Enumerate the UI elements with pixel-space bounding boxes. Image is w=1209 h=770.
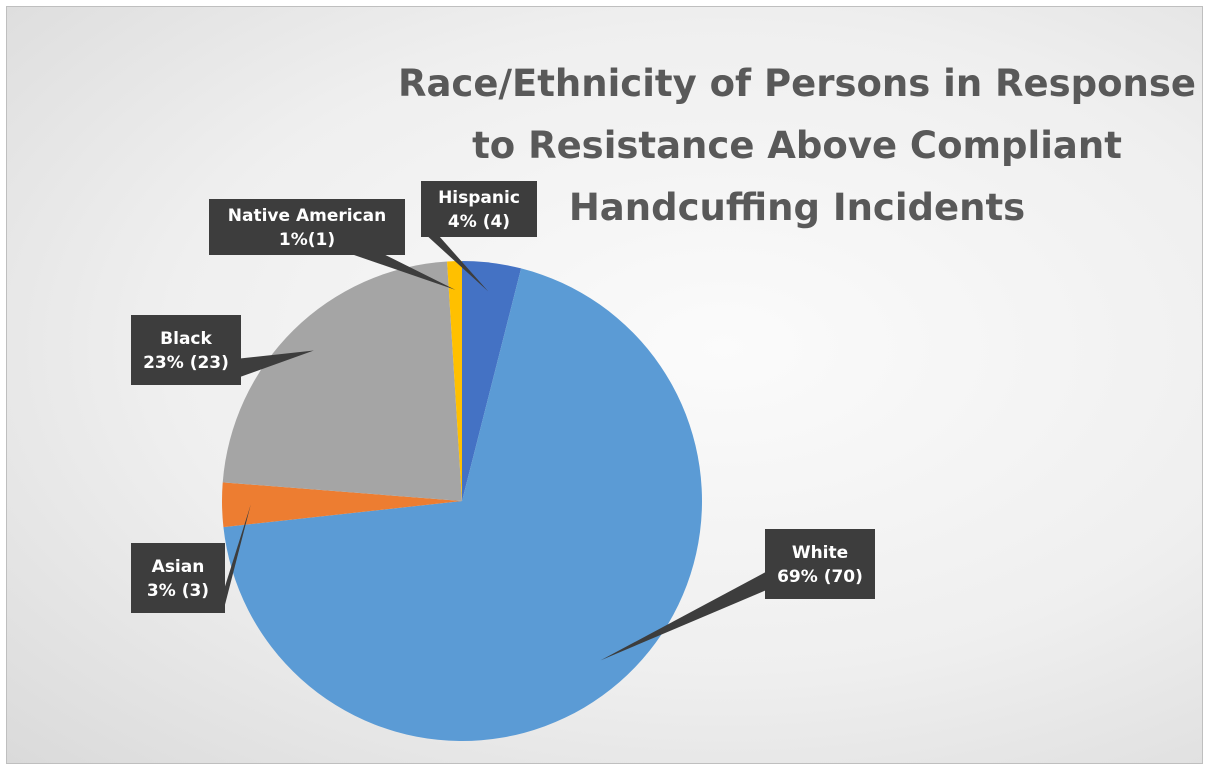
label-callout-hispanic [421,215,489,292]
label-callout-black [241,350,314,377]
label-callout-white [600,572,765,661]
pie-slice-hispanic [462,261,522,501]
label-category-native-american: Native American [228,206,386,226]
pie-slice-white [223,268,703,741]
data-label-asian: Asian 3% (3) [131,504,251,613]
data-label-hispanic: Hispanic 4% (4) [421,181,537,292]
pie-chart: White 69% (70) Asian 3% (3) Black 23% (23) Nat… [131,181,875,741]
label-box-native-american [209,199,405,255]
chart-area: Race/Ethnicity of Persons in Response to… [6,6,1203,764]
label-value-native-american: 1%(1) [279,230,335,250]
label-box-black [131,315,241,385]
label-category-hispanic: Hispanic [438,188,520,208]
pie-slice-black [222,261,462,501]
data-label-black: Black 23% (23) [131,315,314,385]
data-label-white: White 69% (70) [600,529,875,661]
label-category-white: White [792,543,848,563]
label-callout-native-american [354,255,456,290]
label-value-white: 69% (70) [777,567,863,587]
chart-title: Race/Ethnicity of Persons in Response to… [397,62,1197,229]
label-value-asian: 3% (3) [147,581,209,601]
data-label-native-american: Native American 1%(1) [209,199,456,290]
label-category-asian: Asian [152,557,205,577]
label-value-black: 23% (23) [143,353,229,373]
label-category-black: Black [160,329,212,349]
pie-slice-asian [221,482,462,528]
label-callout-asian [225,504,251,605]
label-box-hispanic [421,181,537,237]
label-box-white [765,529,875,599]
label-value-hispanic: 4% (4) [448,212,510,232]
label-box-asian [131,543,225,613]
pie-slice-native-american [447,261,462,501]
